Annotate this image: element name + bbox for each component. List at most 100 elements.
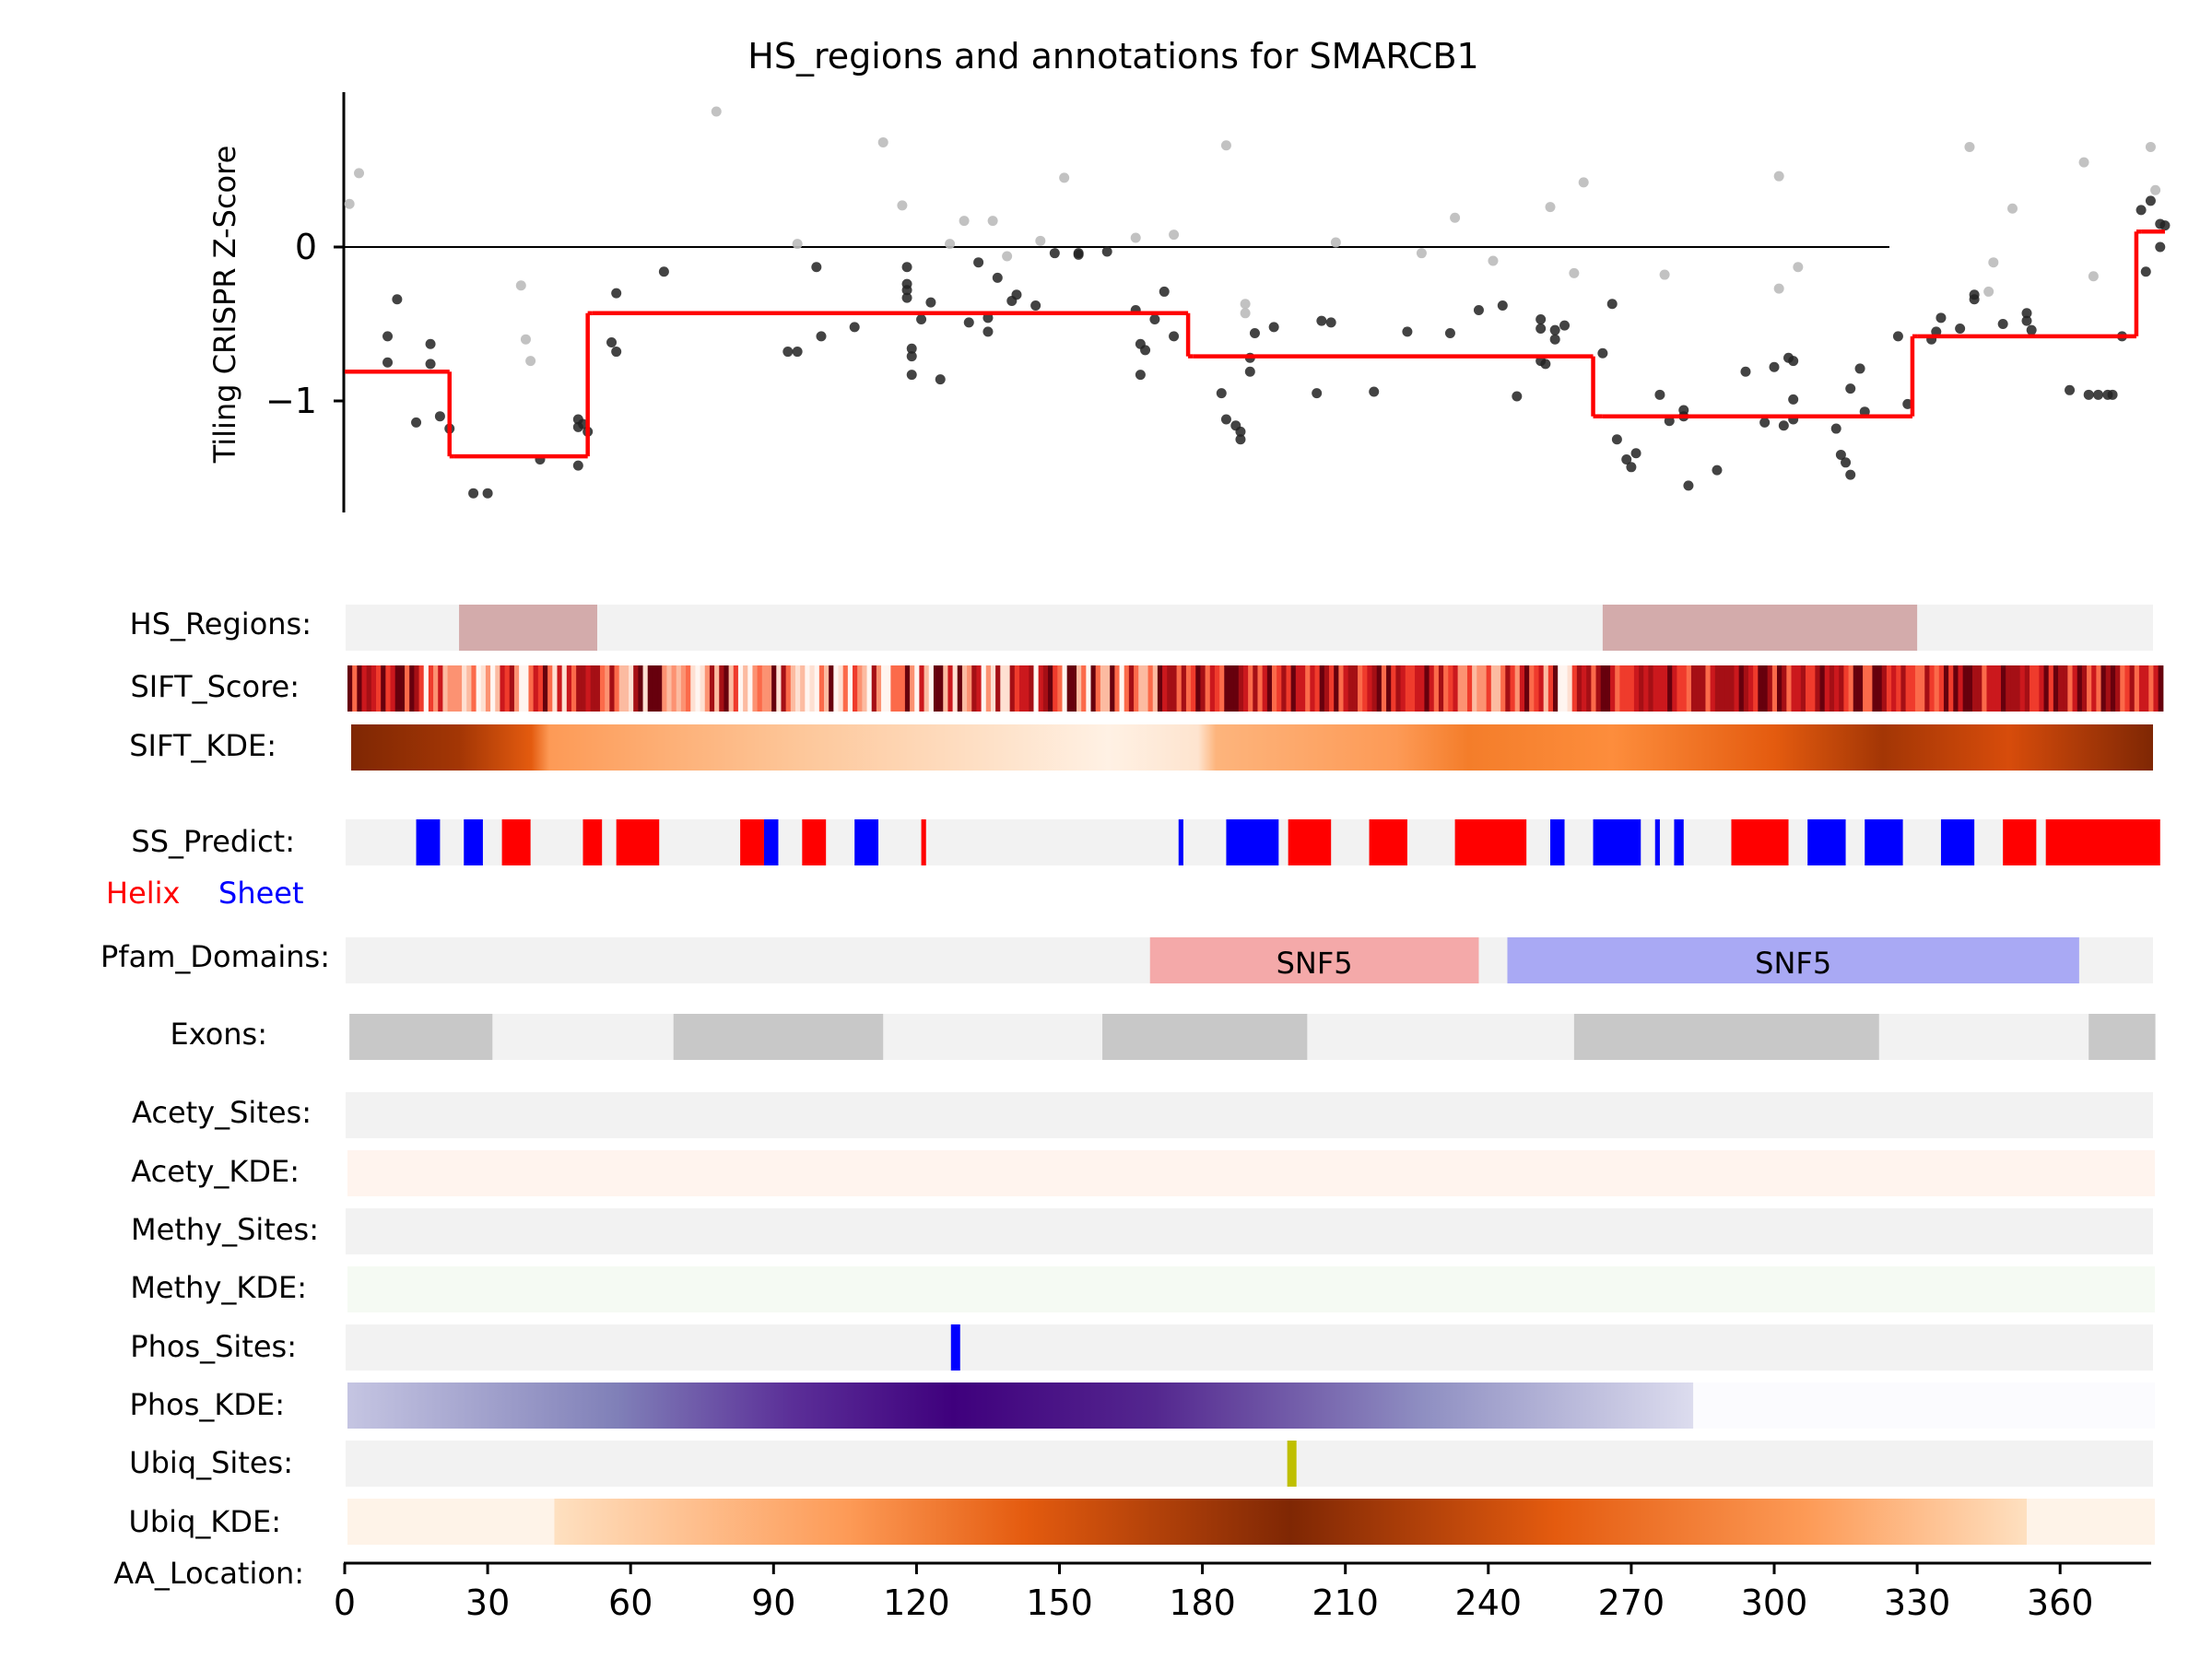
data-point — [925, 297, 936, 308]
data-point — [987, 216, 998, 227]
sift-score-stripe — [1300, 665, 1306, 712]
legend-helix: Helix — [106, 876, 180, 911]
data-point — [1240, 308, 1251, 319]
sift-score-stripe — [1872, 665, 1878, 712]
sift-score-stripe — [1605, 665, 1611, 712]
sift-score-stripe — [1576, 665, 1583, 712]
sift-score-stripe — [409, 665, 415, 712]
sift-score-stripe — [704, 665, 711, 712]
sift-score-stripe — [466, 665, 473, 712]
sift-score-stripe — [1881, 665, 1888, 712]
sift-score-stripe — [1433, 665, 1440, 712]
sift-score-stripe — [1167, 665, 1173, 712]
sift-score-stripe — [1381, 665, 1387, 712]
sift-score-stripe — [1358, 665, 1363, 712]
sift-score-stripe — [1595, 665, 1602, 712]
sift-score-stripe — [1495, 665, 1501, 712]
sift-score-stripe — [1553, 665, 1559, 712]
sift-score-stripe — [1696, 665, 1701, 712]
sift-score-stripe — [623, 665, 629, 712]
data-point — [945, 239, 956, 250]
pfam-domain — [1149, 937, 1479, 983]
sift-score-stripe — [1147, 665, 1154, 712]
data-point — [1002, 251, 1013, 262]
data-point — [1220, 140, 1231, 151]
sift-score-stripe — [542, 665, 548, 712]
sift-score-stripe — [490, 665, 496, 712]
sift-score-stripe — [1014, 665, 1020, 712]
sheet-segment — [1807, 819, 1846, 865]
data-point — [811, 262, 822, 273]
sift-score-stripe — [952, 665, 959, 712]
data-point — [1964, 141, 1975, 152]
sift-score-stripe — [605, 665, 610, 712]
sift-score-stripe — [857, 665, 863, 712]
sift-score-stripe — [924, 665, 930, 712]
sift-score-stripe — [1286, 665, 1292, 712]
sift-score-stripe — [547, 665, 553, 712]
data-point — [2150, 184, 2161, 195]
hs-region — [1602, 605, 1918, 651]
sift-score-stripe — [2072, 665, 2078, 712]
data-point — [1268, 322, 1279, 333]
data-point — [1312, 388, 1323, 399]
sift-score-stripe — [700, 665, 706, 712]
sift-score-stripe — [1152, 665, 1159, 712]
sift-score-stripe — [1376, 665, 1382, 712]
data-point — [1892, 331, 1903, 342]
sift-score-stripe — [1791, 665, 1797, 712]
sift-score-stripe — [1143, 665, 1149, 712]
sift-score-stripe — [1886, 665, 1892, 712]
y-tick-label: 0 — [295, 227, 317, 267]
track-label-ubiq-sites: Ubiq_Sites: — [129, 1445, 293, 1480]
sift-score-stripe — [662, 665, 667, 712]
sift-score-stripe — [1686, 665, 1692, 712]
sift-score-stripe — [433, 665, 439, 712]
data-point — [1049, 248, 1060, 259]
sift-score-stripe — [2138, 665, 2145, 712]
sift-score-stripe — [1238, 665, 1244, 712]
x-ticks: 0 30 60 90 120 150 180 210 240 270 300 330 360 — [334, 1563, 2093, 1623]
sift-score-stripe — [366, 665, 372, 712]
sift-score-stripe — [1071, 665, 1077, 712]
sift-score-stripe — [1896, 665, 1902, 712]
sift-score-stripe — [790, 665, 796, 712]
sheet-segment — [1593, 819, 1641, 865]
acety-sites-track — [346, 1092, 2153, 1138]
sift-score-stripe — [1653, 665, 1659, 712]
data-point — [1621, 453, 1632, 465]
sift-score-stripe — [1705, 665, 1712, 712]
sift-score-stripe — [1538, 665, 1545, 712]
sift-score-stripe — [1018, 665, 1025, 712]
sift-score-stripe — [1567, 665, 1573, 712]
sift-score-stripe — [376, 665, 382, 712]
data-point — [959, 216, 970, 227]
sift-score-stripe — [1924, 665, 1931, 712]
data-point — [877, 136, 888, 147]
data-point — [906, 351, 917, 362]
sift-score-stripe — [709, 665, 715, 712]
data-point — [425, 338, 436, 349]
helix-segment — [1731, 819, 1789, 865]
sift-score-stripe — [1777, 665, 1783, 712]
scatter-panel: 0 −1 Tiling CRISPR Z-Score — [207, 92, 2171, 512]
sift-score-stripe — [1185, 665, 1192, 712]
sift-score-stripe — [1719, 665, 1725, 712]
sift-score-stripe — [652, 665, 658, 712]
sift-score-stripe — [933, 665, 939, 712]
data-point — [1835, 449, 1846, 460]
sift-score-stripe — [1057, 665, 1064, 712]
sift-score-stripe — [1095, 665, 1101, 712]
sheet-segment — [1865, 819, 1903, 865]
sift-score-stripe — [2019, 665, 2026, 712]
data-point — [611, 288, 622, 299]
sift-score-stripe — [1338, 665, 1345, 712]
track-label-methy-kde: Methy_KDE: — [130, 1270, 307, 1305]
sift-score-stripe — [2134, 665, 2140, 712]
sift-score-stripe — [1815, 665, 1821, 712]
sheet-segment — [763, 819, 779, 865]
sift-score-stripe — [528, 665, 535, 712]
track-label-ubiq-kde: Ubiq_KDE: — [128, 1504, 281, 1539]
data-point — [2140, 266, 2151, 277]
sift-score-stripe — [842, 665, 849, 712]
